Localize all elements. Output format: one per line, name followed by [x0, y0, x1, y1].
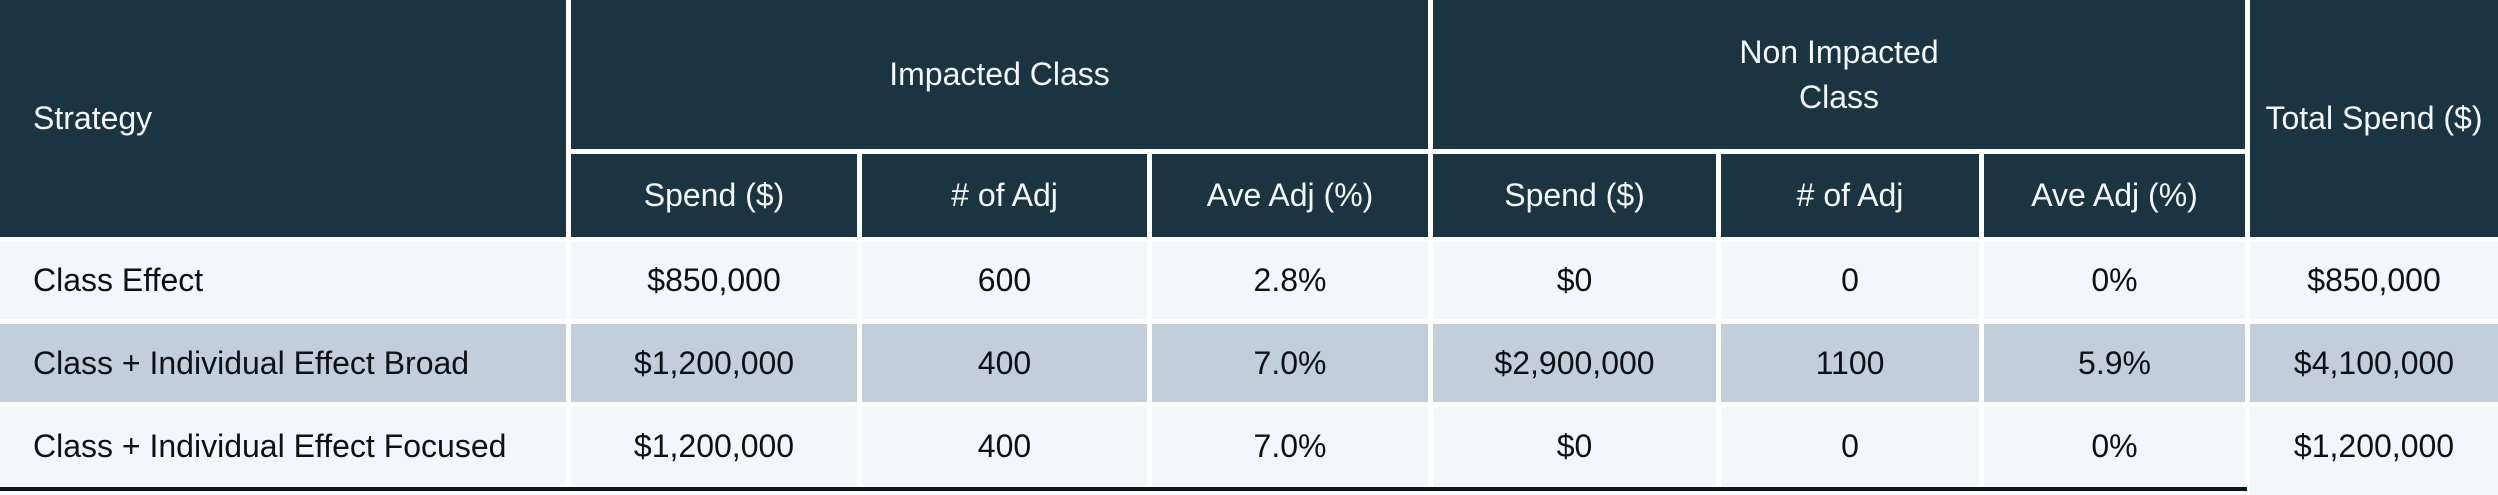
- cell-impacted-ave-adj: 7.0%: [1152, 324, 1428, 402]
- column-header-non-impacted-ave-adj: Ave Adj (%): [1984, 154, 2245, 237]
- cell-non-impacted-num-adj: 1100: [1721, 324, 1979, 402]
- table-bottom-border: [0, 487, 2247, 491]
- cell-impacted-spend: $1,200,000: [571, 407, 857, 486]
- cell-non-impacted-ave-adj: 0%: [1984, 242, 2245, 319]
- column-header-impacted-spend: Spend ($): [571, 154, 857, 237]
- cell-strategy: Class Effect: [0, 242, 566, 319]
- cell-impacted-num-adj: 400: [862, 407, 1147, 486]
- cell-strategy: Class + Individual Effect Focused: [0, 407, 566, 486]
- column-header-strategy: Strategy: [0, 0, 566, 237]
- cell-non-impacted-ave-adj: 0%: [1984, 407, 2245, 486]
- cell-non-impacted-ave-adj: 5.9%: [1984, 324, 2245, 402]
- column-group-non-impacted-class: Non Impacted Class: [1433, 0, 2245, 149]
- total-column-extension: [2250, 481, 2498, 495]
- cell-non-impacted-num-adj: 0: [1721, 407, 1979, 486]
- cell-non-impacted-spend: $0: [1433, 407, 1716, 486]
- cell-total-spend: $1,200,000: [2250, 407, 2498, 486]
- cell-impacted-num-adj: 400: [862, 324, 1147, 402]
- cell-total-spend: $4,100,000: [2250, 324, 2498, 402]
- column-header-total-spend: Total Spend ($): [2250, 0, 2498, 237]
- cell-impacted-ave-adj: 7.0%: [1152, 407, 1428, 486]
- cell-total-spend: $850,000: [2250, 242, 2498, 319]
- column-header-impacted-num-adj: # of Adj: [862, 154, 1147, 237]
- cell-impacted-ave-adj: 2.8%: [1152, 242, 1428, 319]
- column-header-impacted-ave-adj: Ave Adj (%): [1152, 154, 1428, 237]
- cell-non-impacted-spend: $0: [1433, 242, 1716, 319]
- cell-impacted-num-adj: 600: [862, 242, 1147, 319]
- column-header-non-impacted-num-adj: # of Adj: [1721, 154, 1979, 237]
- column-header-non-impacted-spend: Spend ($): [1433, 154, 1716, 237]
- cell-impacted-spend: $850,000: [571, 242, 857, 319]
- column-group-impacted-class: Impacted Class: [571, 0, 1428, 149]
- cell-non-impacted-spend: $2,900,000: [1433, 324, 1716, 402]
- cell-impacted-spend: $1,200,000: [571, 324, 857, 402]
- cell-strategy: Class + Individual Effect Broad: [0, 324, 566, 402]
- cell-non-impacted-num-adj: 0: [1721, 242, 1979, 319]
